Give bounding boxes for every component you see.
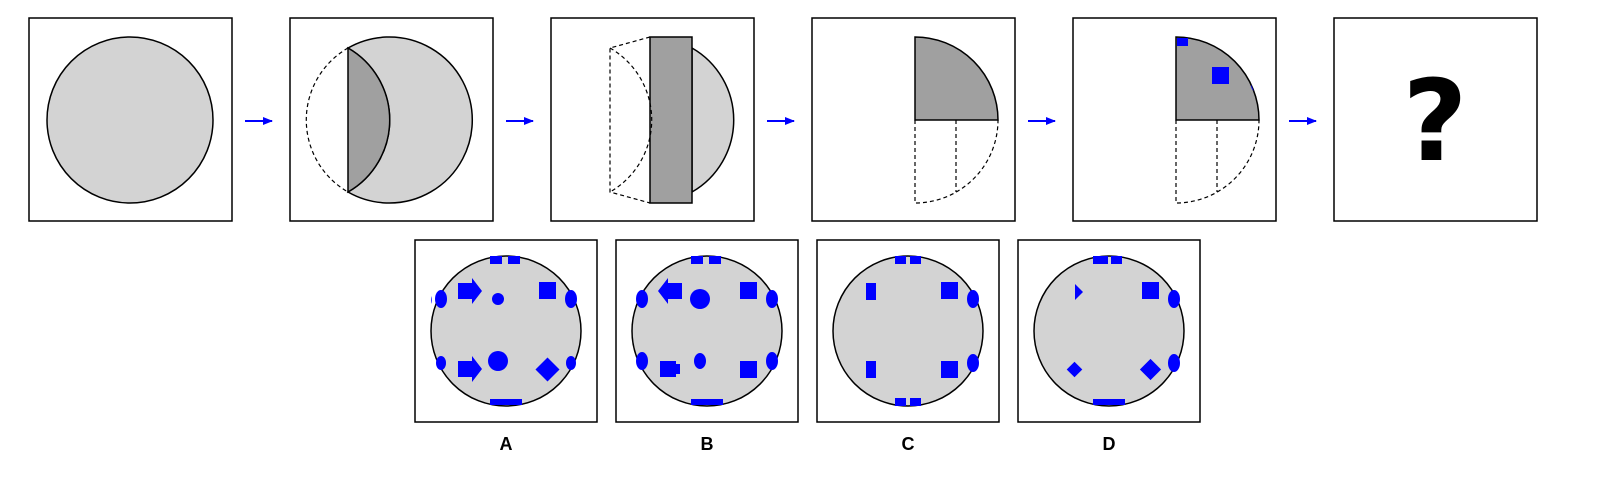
fold-outline-dashed-arc bbox=[609, 47, 653, 193]
square-hole-icon bbox=[691, 256, 703, 264]
square-hole-icon bbox=[941, 282, 958, 299]
circle-hole-icon bbox=[492, 293, 504, 305]
half-circle-hole-icon bbox=[566, 356, 576, 370]
half-circle-hole-icon bbox=[967, 354, 979, 372]
square-hole-icon bbox=[1142, 282, 1159, 299]
rect-hole-icon bbox=[866, 361, 876, 378]
option-label: A bbox=[500, 434, 513, 454]
option-b-holes bbox=[636, 256, 778, 405]
half-circle-hole-icon bbox=[1168, 290, 1180, 308]
half-circle-hole-icon bbox=[636, 290, 648, 308]
half-circle-hole-icon bbox=[766, 352, 778, 370]
fold-outline-dashed bbox=[914, 119, 999, 204]
fold-outline-dashed bbox=[305, 47, 349, 193]
sequence-panel-4 bbox=[811, 17, 1016, 222]
circle-hole-icon bbox=[488, 351, 508, 371]
square-hole-icon bbox=[1111, 256, 1122, 264]
square-hole-icon bbox=[895, 398, 906, 406]
option-a[interactable]: A bbox=[414, 239, 598, 454]
sequence-panel-6: ? bbox=[1333, 17, 1538, 222]
bar-hole-icon bbox=[691, 399, 723, 405]
arrow-left-hole-icon bbox=[658, 278, 682, 304]
half-circle-hole-icon bbox=[1168, 354, 1180, 372]
quarter-paper-shape bbox=[914, 36, 999, 121]
diamond-hole-icon bbox=[1066, 361, 1083, 378]
square-hole-icon bbox=[539, 282, 556, 299]
half-circle-hole-icon bbox=[435, 290, 447, 308]
sequence-panel-5 bbox=[1072, 17, 1277, 222]
square-hole-icon bbox=[910, 398, 921, 406]
option-d-holes bbox=[1066, 256, 1180, 405]
question-mark: ? bbox=[1403, 57, 1468, 187]
fold-outline-dashed bbox=[1175, 119, 1260, 204]
square-hole-icon bbox=[740, 361, 757, 378]
half-circle-hole-icon bbox=[636, 352, 648, 370]
oval-hole-icon bbox=[694, 353, 706, 369]
option-d[interactable]: D bbox=[1017, 239, 1201, 454]
sequence-panel-2 bbox=[289, 17, 494, 222]
option-c[interactable]: C bbox=[816, 239, 1000, 454]
folded-flap-shape bbox=[347, 46, 391, 194]
circle-hole-icon bbox=[690, 289, 710, 309]
square-hole-icon bbox=[490, 256, 502, 264]
full-circle-shape bbox=[46, 36, 214, 204]
option-a-holes bbox=[431, 256, 577, 405]
square-hole-notch bbox=[674, 364, 680, 374]
bar-hole-icon bbox=[490, 399, 522, 405]
triangle-hole-icon bbox=[1075, 284, 1083, 300]
sequence-panel-3 bbox=[550, 17, 755, 222]
square-hole-icon bbox=[1093, 256, 1108, 264]
half-circle-hole-icon bbox=[967, 290, 979, 308]
option-label: B bbox=[701, 434, 714, 454]
option-b[interactable]: B bbox=[615, 239, 799, 454]
sequence-panel-1 bbox=[28, 17, 233, 222]
square-hole-icon bbox=[941, 361, 958, 378]
fold-outline-dashed bbox=[609, 36, 651, 204]
square-hole-icon bbox=[1212, 67, 1229, 84]
square-hole-icon bbox=[1177, 38, 1188, 46]
half-circle-hole-icon bbox=[766, 290, 778, 308]
rect-hole-icon bbox=[866, 283, 876, 300]
arrow-right-hole-icon bbox=[458, 356, 482, 382]
square-hole-icon bbox=[895, 256, 906, 264]
remaining-paper-shape bbox=[691, 46, 735, 194]
square-hole-icon bbox=[508, 256, 520, 264]
square-hole-icon bbox=[910, 256, 921, 264]
option-c-holes bbox=[866, 256, 979, 406]
option-label: D bbox=[1103, 434, 1116, 454]
half-circle-hole-icon bbox=[565, 290, 577, 308]
square-hole-icon bbox=[709, 256, 721, 264]
square-hole-icon bbox=[660, 361, 676, 377]
bar-hole-icon bbox=[1093, 399, 1125, 405]
folded-strip-shape bbox=[649, 36, 693, 204]
square-hole-icon bbox=[740, 282, 757, 299]
half-circle-hole-icon bbox=[436, 356, 446, 370]
option-label: C bbox=[902, 434, 915, 454]
arrow-right-hole-icon bbox=[458, 278, 482, 304]
